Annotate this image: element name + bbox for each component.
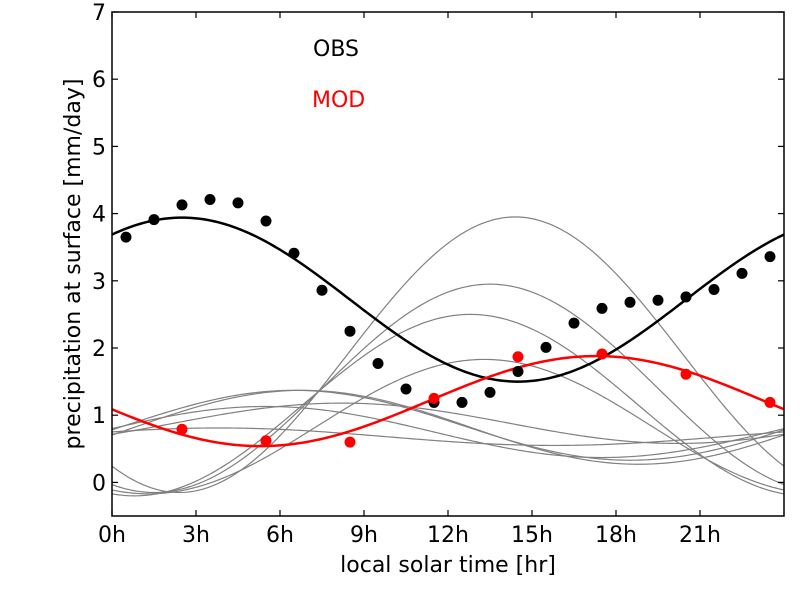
x-tick-label: 9h	[350, 523, 378, 548]
markers-group	[120, 193, 776, 448]
x-tick-label: 0h	[98, 523, 126, 548]
data-point-obs	[120, 231, 132, 243]
model-curve-8	[112, 389, 784, 465]
legend-mod: MOD	[312, 88, 365, 113]
x-tick-label: 15h	[511, 523, 553, 548]
x-axis-label: local solar time [hr]	[340, 553, 556, 578]
y-tick-label: 3	[92, 270, 106, 295]
x-tick-label: 21h	[679, 523, 721, 548]
data-point-mod	[428, 392, 440, 404]
data-point-mod	[176, 423, 188, 435]
model-curve-6	[112, 313, 784, 497]
y-tick-label: 2	[92, 337, 106, 362]
data-point-obs	[624, 296, 636, 308]
x-tick-label: 6h	[266, 523, 294, 548]
plot-area	[112, 193, 784, 497]
data-point-obs	[400, 383, 412, 395]
y-tick-label: 0	[92, 471, 106, 496]
data-point-obs	[344, 325, 356, 337]
model-curve-5	[112, 283, 784, 494]
legend-obs: OBS	[313, 37, 359, 62]
data-point-mod	[680, 368, 692, 380]
data-point-obs	[736, 267, 748, 279]
model-curve-9	[112, 405, 784, 459]
model-curve-7	[112, 358, 784, 495]
data-point-obs	[512, 366, 524, 378]
y-tick-label: 5	[92, 135, 106, 160]
data-point-obs	[540, 341, 552, 353]
data-point-mod	[764, 396, 776, 408]
model-curve-12	[112, 389, 784, 461]
data-point-obs	[568, 317, 580, 329]
x-tick-label: 12h	[427, 523, 469, 548]
series-fit-mod	[112, 354, 784, 448]
data-point-obs	[484, 386, 496, 398]
y-tick-label: 7	[92, 1, 106, 26]
main-curves-group	[112, 216, 784, 448]
data-point-obs	[456, 396, 468, 408]
data-point-mod	[596, 348, 608, 360]
ticks-group	[111, 11, 784, 516]
data-point-mod	[344, 436, 356, 448]
model-curve-11	[112, 427, 784, 447]
y-axis-label: precipitation at surface [mm/day]	[61, 79, 86, 450]
y-tick-label: 6	[92, 68, 106, 93]
data-point-obs	[764, 251, 776, 263]
data-point-obs	[176, 199, 188, 211]
x-tick-label: 18h	[595, 523, 637, 548]
tick-labels-group: 0h 3h 6h 9h 12h 15h 18h 21h 0 1 2 3 4 5 6 7	[92, 1, 721, 548]
model-curve-4	[112, 216, 784, 494]
data-point-obs	[148, 214, 160, 226]
data-point-obs	[680, 291, 692, 303]
data-point-obs	[232, 197, 244, 209]
data-point-obs	[708, 284, 720, 296]
data-point-mod	[260, 435, 272, 447]
y-tick-label: 4	[92, 203, 106, 228]
model-curves-group	[112, 216, 784, 497]
x-tick-label: 3h	[182, 523, 210, 548]
data-point-obs	[372, 357, 384, 369]
series-fit-obs	[112, 216, 784, 383]
model-curve-10	[112, 402, 784, 445]
data-point-obs	[652, 294, 664, 306]
data-point-obs	[260, 215, 272, 227]
data-point-obs	[596, 302, 608, 314]
data-point-obs	[288, 247, 300, 259]
y-tick-label: 1	[92, 404, 106, 429]
data-point-obs	[316, 284, 328, 296]
data-point-obs	[204, 193, 216, 205]
data-point-mod	[512, 351, 524, 363]
